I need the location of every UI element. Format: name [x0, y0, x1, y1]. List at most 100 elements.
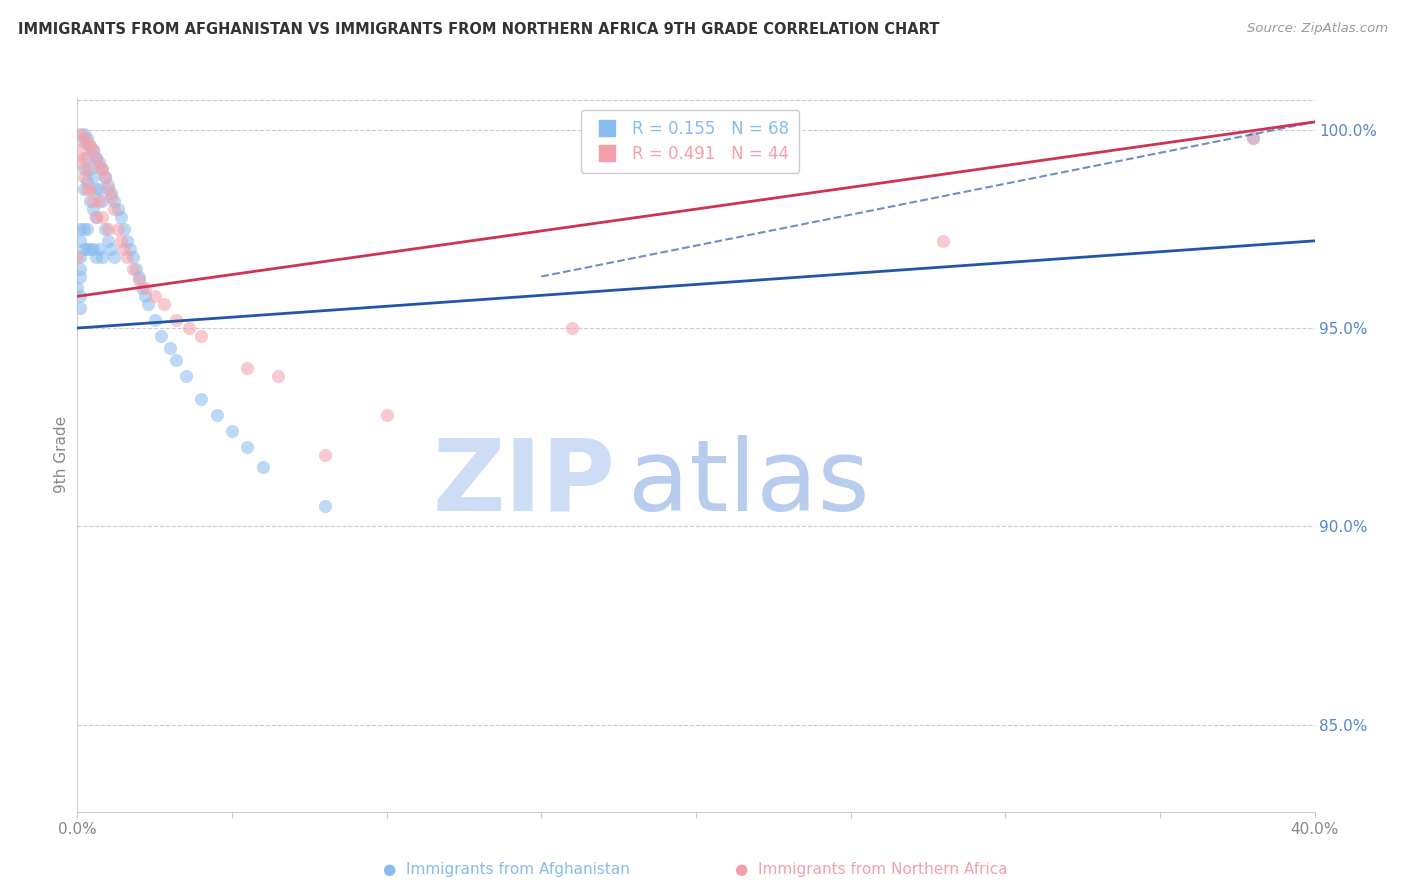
Point	[84, 210, 107, 224]
Point	[236, 440, 259, 454]
Point	[69, 234, 91, 248]
Point	[561, 321, 583, 335]
Point	[115, 250, 138, 264]
Point	[143, 313, 166, 327]
Point	[82, 143, 104, 157]
Text: atlas: atlas	[628, 435, 869, 532]
Point	[177, 321, 200, 335]
Point	[112, 222, 135, 236]
Point	[76, 242, 98, 256]
Point	[190, 329, 212, 343]
Point	[128, 273, 150, 287]
Point	[76, 162, 98, 177]
Point	[87, 154, 110, 169]
Point	[76, 174, 98, 188]
Point	[69, 127, 91, 141]
Point	[82, 170, 104, 185]
Point	[91, 162, 114, 177]
Point	[69, 289, 91, 303]
Point	[138, 297, 160, 311]
Point	[128, 269, 150, 284]
Point	[107, 222, 129, 236]
Point	[72, 130, 94, 145]
Point	[72, 151, 94, 165]
Point	[69, 143, 91, 157]
Point	[91, 194, 114, 209]
Point	[79, 138, 101, 153]
Point	[94, 222, 117, 236]
Point	[82, 202, 104, 216]
Point	[118, 242, 141, 256]
Point	[174, 368, 197, 383]
Point	[79, 182, 101, 196]
Point	[76, 182, 98, 196]
Point	[82, 143, 104, 157]
Text: ZIP: ZIP	[433, 435, 616, 532]
Point	[110, 234, 132, 248]
Point	[87, 194, 110, 209]
Text: ●  Immigrants from Afghanistan: ● Immigrants from Afghanistan	[382, 863, 630, 877]
Point	[69, 269, 91, 284]
Point	[76, 222, 98, 236]
Point	[94, 170, 117, 185]
Point	[94, 170, 117, 185]
Point	[107, 202, 129, 216]
Point	[72, 242, 94, 256]
Point	[97, 182, 120, 196]
Point	[153, 297, 176, 311]
Point	[69, 250, 91, 264]
Point	[125, 261, 148, 276]
Y-axis label: 9th Grade: 9th Grade	[53, 417, 69, 493]
Point	[76, 135, 98, 149]
Point	[87, 242, 110, 256]
Point	[79, 242, 101, 256]
Point	[97, 178, 120, 193]
Point	[84, 151, 107, 165]
Point	[1241, 130, 1264, 145]
Point	[72, 182, 94, 196]
Point	[159, 341, 181, 355]
Point	[66, 281, 89, 295]
Point	[84, 182, 107, 196]
Point	[69, 301, 91, 316]
Point	[103, 250, 125, 264]
Point	[72, 162, 94, 177]
Point	[76, 151, 98, 165]
Point	[314, 500, 336, 514]
Point	[205, 409, 228, 423]
Point	[110, 210, 132, 224]
Point	[165, 313, 187, 327]
Point	[87, 182, 110, 196]
Point	[143, 289, 166, 303]
Point	[82, 242, 104, 256]
Point	[72, 222, 94, 236]
Point	[100, 190, 122, 204]
Point	[122, 250, 145, 264]
Point	[82, 194, 104, 209]
Point	[84, 151, 107, 165]
Point	[1241, 130, 1264, 145]
Point	[69, 222, 91, 236]
Point	[103, 202, 125, 216]
Point	[76, 130, 98, 145]
Point	[115, 234, 138, 248]
Point	[79, 138, 101, 153]
Point	[122, 261, 145, 276]
Point	[79, 194, 101, 209]
Point	[375, 409, 398, 423]
Point	[252, 459, 274, 474]
Text: Source: ZipAtlas.com: Source: ZipAtlas.com	[1247, 22, 1388, 36]
Point	[72, 170, 94, 185]
Point	[149, 329, 172, 343]
Point	[314, 448, 336, 462]
Point	[131, 281, 153, 295]
Point	[66, 250, 89, 264]
Point	[91, 162, 114, 177]
Point	[84, 250, 107, 264]
Point	[79, 162, 101, 177]
Point	[91, 250, 114, 264]
Point	[100, 186, 122, 201]
Text: ●  Immigrants from Northern Africa: ● Immigrants from Northern Africa	[735, 863, 1008, 877]
Point	[100, 242, 122, 256]
Point	[69, 261, 91, 276]
